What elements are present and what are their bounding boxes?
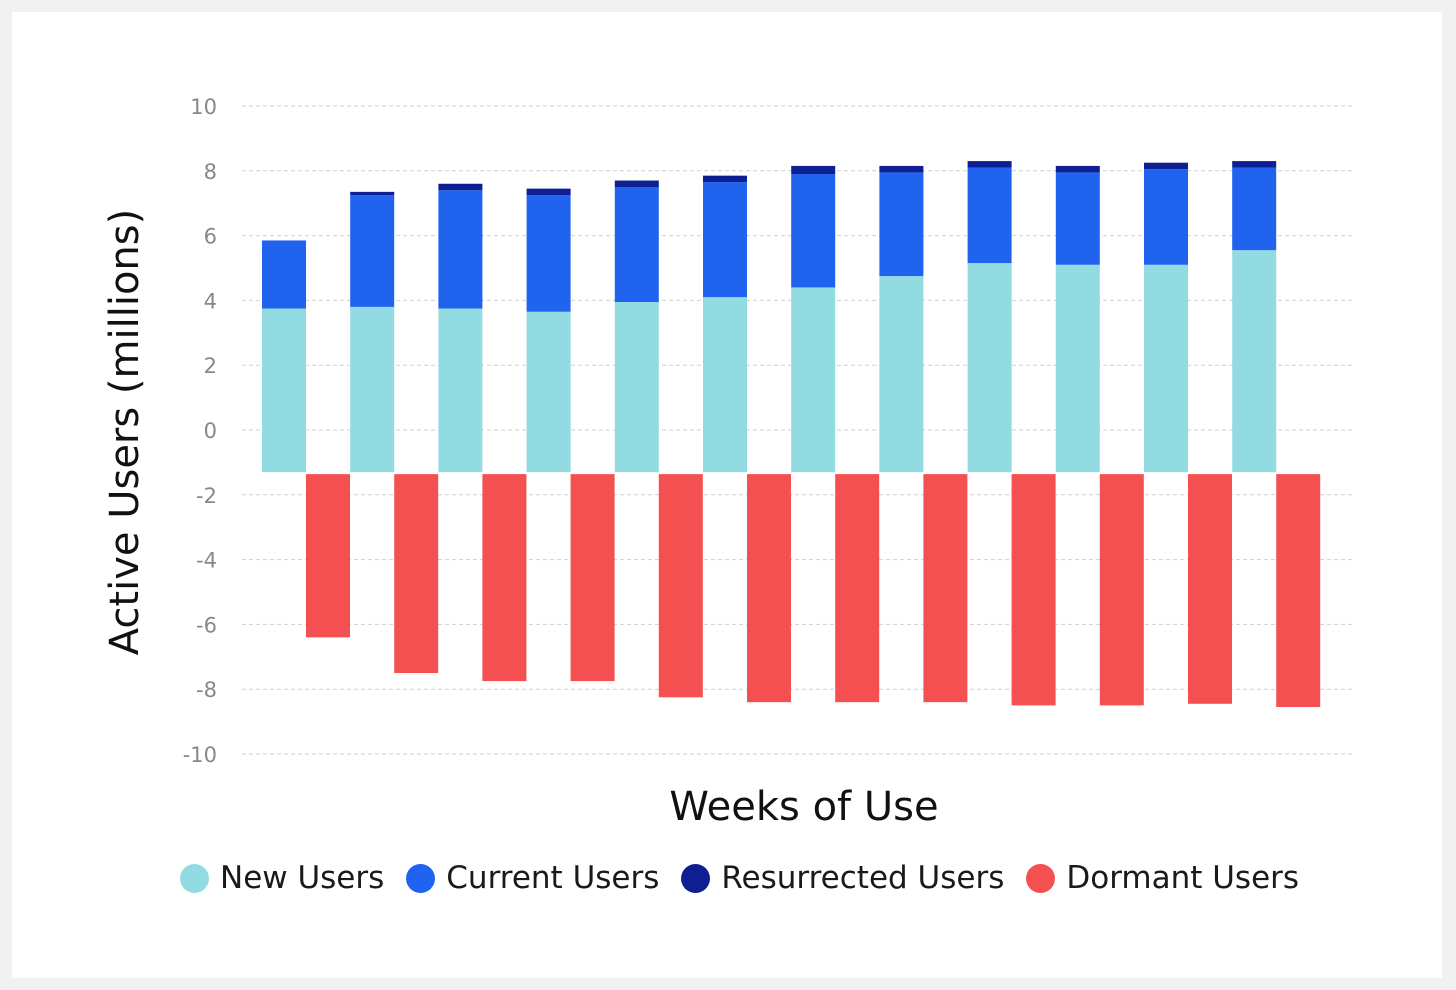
x-axis-title: Weeks of Use <box>669 784 938 830</box>
bar-segment-new-users <box>791 287 836 473</box>
bar-segment-dormant-users <box>1099 474 1144 706</box>
bar-segment-current-users <box>1232 167 1277 251</box>
bar-segment-resurrected-users <box>1055 165 1100 173</box>
bar-segment-current-users <box>438 190 483 309</box>
legend: New Users Current Users Resurrected User… <box>180 860 1321 896</box>
bar-segment-resurrected-users <box>967 161 1012 168</box>
legend-swatch <box>406 863 436 893</box>
y-tick-label: 4 <box>204 289 217 313</box>
bar-segment-dormant-users <box>482 474 527 682</box>
bar-segment-new-users <box>438 308 483 473</box>
bar-segment-current-users <box>614 187 659 303</box>
legend-label: New Users <box>220 860 385 896</box>
bar-segment-current-users <box>967 167 1012 264</box>
legend-swatch <box>1026 863 1056 893</box>
y-tick-label: 10 <box>190 95 217 119</box>
bar-segment-new-users <box>879 276 924 473</box>
bar-segment-dormant-users <box>394 474 439 673</box>
y-tick-label: 8 <box>204 160 217 184</box>
bar-segment-dormant-users <box>570 474 615 682</box>
legend-label: Dormant Users <box>1066 860 1300 896</box>
bar-segment-dormant-users <box>1276 474 1321 708</box>
bar-segment-new-users <box>1232 250 1277 473</box>
bar-segment-new-users <box>967 263 1012 473</box>
bar-segment-dormant-users <box>1188 474 1232 704</box>
y-tick-label: 0 <box>204 419 217 443</box>
bar-segment-dormant-users <box>658 474 703 698</box>
bars <box>262 161 1321 708</box>
bar-segment-resurrected-users <box>614 180 659 187</box>
bar-segment-resurrected-users <box>1232 161 1277 168</box>
y-tick-label: 2 <box>204 354 217 378</box>
legend-swatch <box>180 863 209 893</box>
bar-segment-new-users <box>1144 264 1188 473</box>
y-tick-label: -10 <box>183 743 217 767</box>
y-tick-label: 6 <box>204 225 217 249</box>
bar-segment-current-users <box>350 195 395 307</box>
legend-label: Current Users <box>446 860 660 896</box>
bar-segment-resurrected-users <box>350 191 395 196</box>
y-tick-labels: 10 8 6 4 2 0 -2 -4 -6 -8 -10 <box>183 95 217 767</box>
y-tick-label: -4 <box>196 549 217 573</box>
chart: 10 8 6 4 2 0 -2 -4 -6 -8 -10 Active Users (million… <box>102 95 1352 830</box>
legend-item-resurrected-users: Resurrected Users <box>681 860 1004 896</box>
bar-segment-current-users <box>526 195 571 312</box>
bar-segment-current-users <box>791 174 836 288</box>
legend-item-current-users: Current Users <box>406 860 659 896</box>
legend-swatch <box>681 863 711 893</box>
bar-segment-resurrected-users <box>1144 162 1188 170</box>
bar-segment-resurrected-users <box>879 165 924 173</box>
bar-segment-resurrected-users <box>526 188 571 196</box>
bar-segment-resurrected-users <box>703 175 747 183</box>
y-axis-title: Active Users (millions) <box>102 209 148 655</box>
bar-segment-dormant-users <box>747 474 791 703</box>
bar-segment-dormant-users <box>923 474 968 703</box>
bar-segment-new-users <box>1055 264 1100 473</box>
bar-segment-dormant-users <box>1011 474 1056 706</box>
chart-card: 10 8 6 4 2 0 -2 -4 -6 -8 -10 Active Users (million… <box>12 12 1442 978</box>
bar-segment-current-users <box>1144 169 1188 265</box>
legend-item-new-users: New Users <box>180 860 384 896</box>
legend-label: Resurrected Users <box>721 860 1005 896</box>
bar-segment-new-users <box>262 308 306 473</box>
bar-segment-new-users <box>703 297 747 473</box>
bar-segment-dormant-users <box>835 474 880 703</box>
bar-segment-dormant-users <box>306 474 350 638</box>
legend-item-dormant-users: Dormant Users <box>1026 860 1299 896</box>
y-tick-label: -6 <box>196 613 217 637</box>
bar-segment-current-users <box>703 182 747 298</box>
y-tick-label: -8 <box>196 678 217 702</box>
bar-segment-resurrected-users <box>438 183 483 191</box>
bar-segment-new-users <box>526 311 571 473</box>
y-tick-label: -2 <box>196 484 217 508</box>
bar-segment-resurrected-users <box>791 165 836 175</box>
bar-segment-current-users <box>1055 172 1100 265</box>
bar-segment-new-users <box>350 306 395 473</box>
bar-segment-current-users <box>879 172 924 277</box>
bar-segment-current-users <box>262 240 306 309</box>
bar-segment-new-users <box>614 302 659 473</box>
